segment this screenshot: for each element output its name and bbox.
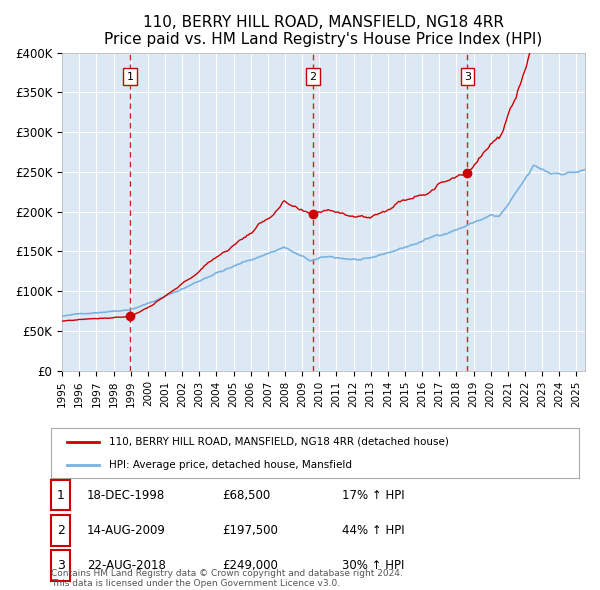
- Text: 17% ↑ HPI: 17% ↑ HPI: [342, 489, 404, 502]
- Text: 2: 2: [309, 71, 316, 81]
- Text: £68,500: £68,500: [222, 489, 270, 502]
- Text: 30% ↑ HPI: 30% ↑ HPI: [342, 559, 404, 572]
- Text: 3: 3: [464, 71, 471, 81]
- Text: 18-DEC-1998: 18-DEC-1998: [87, 489, 165, 502]
- Text: 44% ↑ HPI: 44% ↑ HPI: [342, 524, 404, 537]
- Text: 110, BERRY HILL ROAD, MANSFIELD, NG18 4RR (detached house): 110, BERRY HILL ROAD, MANSFIELD, NG18 4R…: [109, 437, 449, 447]
- Text: £197,500: £197,500: [222, 524, 278, 537]
- Text: HPI: Average price, detached house, Mansfield: HPI: Average price, detached house, Mans…: [109, 460, 352, 470]
- Title: 110, BERRY HILL ROAD, MANSFIELD, NG18 4RR
Price paid vs. HM Land Registry's Hous: 110, BERRY HILL ROAD, MANSFIELD, NG18 4R…: [104, 15, 542, 47]
- Text: £249,000: £249,000: [222, 559, 278, 572]
- Text: 1: 1: [127, 71, 133, 81]
- Text: 14-AUG-2009: 14-AUG-2009: [87, 524, 166, 537]
- Text: 22-AUG-2018: 22-AUG-2018: [87, 559, 166, 572]
- Text: 2: 2: [56, 524, 65, 537]
- Text: 1: 1: [56, 489, 65, 502]
- Text: 3: 3: [56, 559, 65, 572]
- Text: Contains HM Land Registry data © Crown copyright and database right 2024.
This d: Contains HM Land Registry data © Crown c…: [51, 569, 403, 588]
